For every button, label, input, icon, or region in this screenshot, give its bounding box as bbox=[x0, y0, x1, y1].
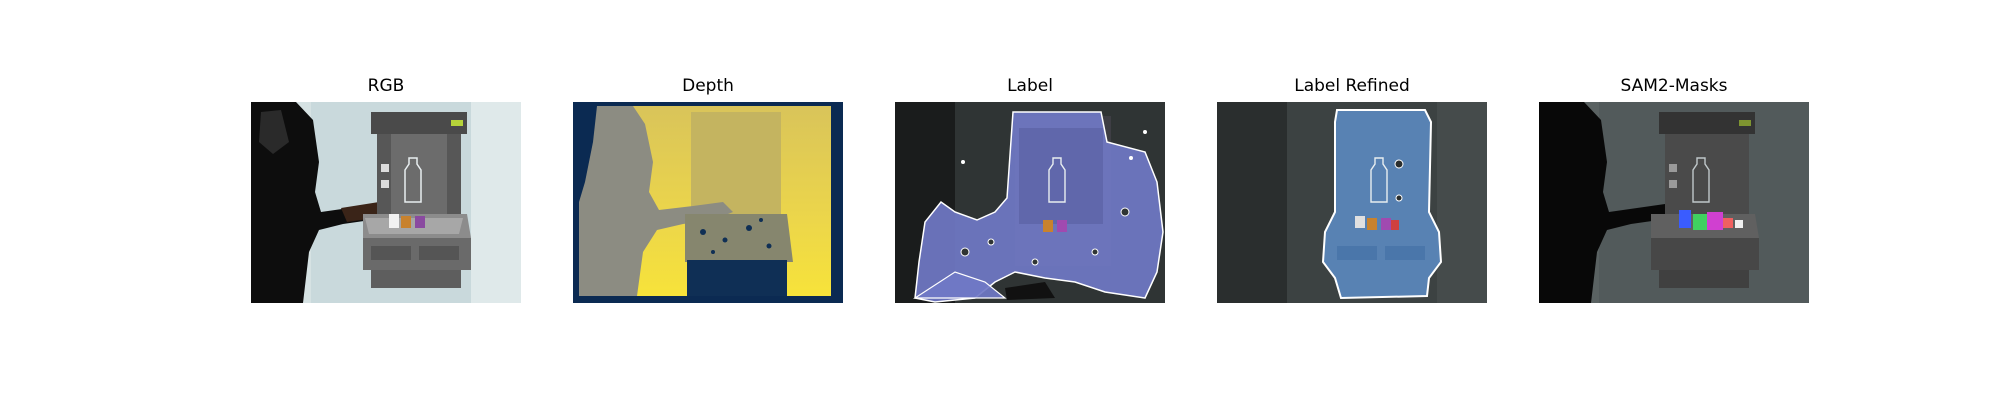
refined-label-overlay-image bbox=[1217, 102, 1487, 303]
label-overlay-image bbox=[895, 102, 1165, 303]
panel-title-depth: Depth bbox=[682, 76, 734, 96]
panel-title-label: Label bbox=[1007, 76, 1053, 96]
panel-label: Label bbox=[895, 72, 1165, 303]
panel-sam2-masks: SAM2-Masks bbox=[1539, 72, 1809, 303]
panel-title-rgb: RGB bbox=[367, 76, 405, 96]
depth-map-image bbox=[573, 102, 843, 303]
panel-label-refined: Label Refined bbox=[1217, 72, 1487, 303]
panel-depth: Depth bbox=[573, 72, 843, 303]
rgb-frame-image bbox=[251, 102, 521, 303]
panel-rgb: RGB bbox=[251, 72, 521, 303]
panel-title-label-refined: Label Refined bbox=[1294, 76, 1410, 96]
panel-title-sam2-masks: SAM2-Masks bbox=[1620, 76, 1728, 96]
sam2-masks-overlay-image bbox=[1539, 102, 1809, 303]
